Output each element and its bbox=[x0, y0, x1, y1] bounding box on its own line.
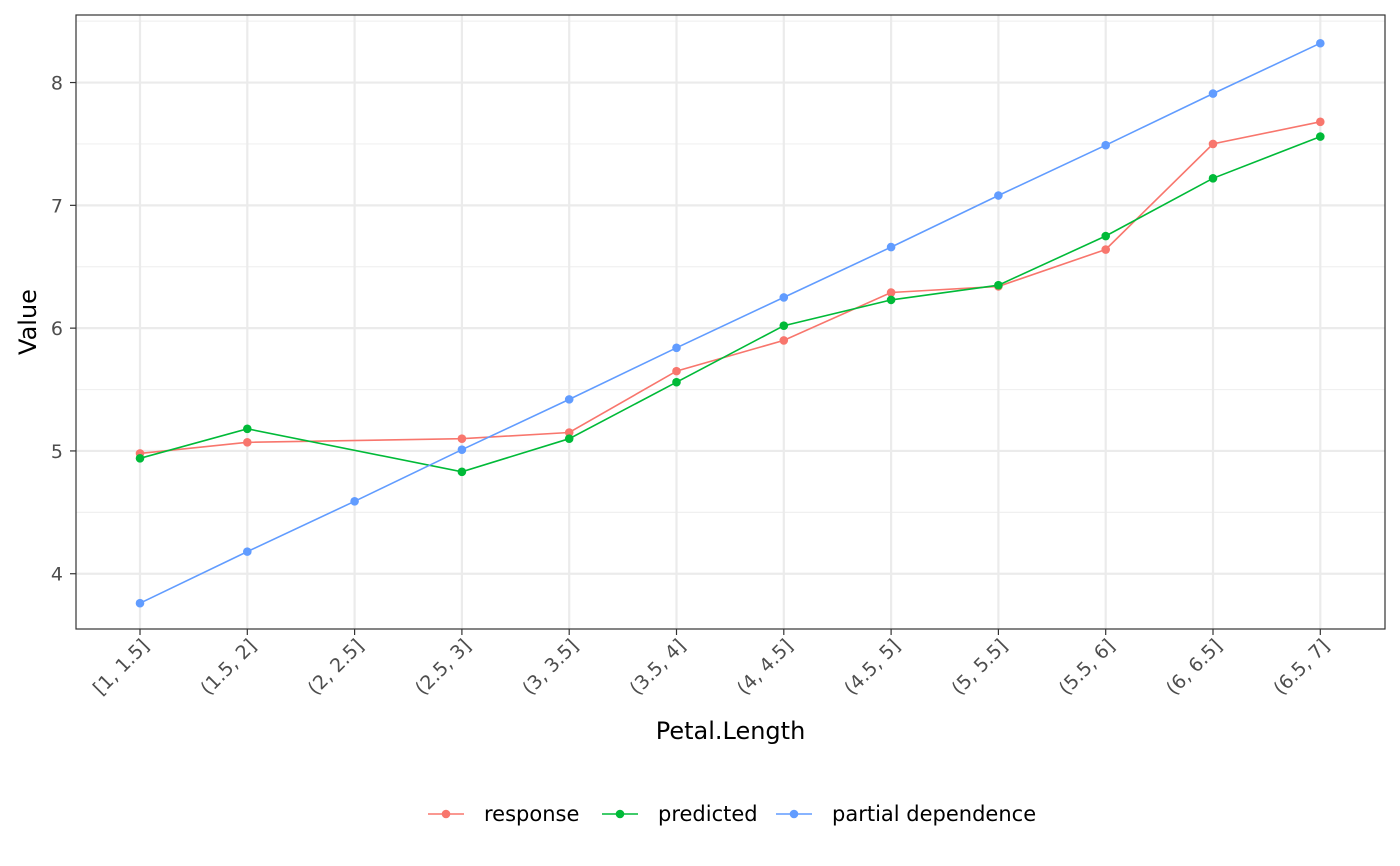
legend-key bbox=[602, 809, 638, 819]
data-point bbox=[1101, 245, 1110, 254]
axis-ticks bbox=[70, 81, 1321, 635]
y-tick-label: 5 bbox=[51, 441, 63, 463]
data-point bbox=[243, 424, 252, 434]
legend-label: partial dependence bbox=[832, 802, 1036, 826]
data-point bbox=[994, 280, 1003, 290]
data-point bbox=[779, 336, 789, 345]
data-point bbox=[564, 428, 574, 437]
data-point bbox=[1316, 132, 1325, 141]
data-point bbox=[1316, 38, 1325, 48]
y-tick-label: 8 bbox=[51, 73, 63, 95]
data-point bbox=[886, 295, 896, 305]
plot-panel-border bbox=[75, 14, 1386, 630]
data-point bbox=[457, 467, 467, 477]
y-axis-tick-labels: 4 5 6 7 8 bbox=[51, 73, 63, 586]
data-point bbox=[1101, 140, 1110, 150]
legend-key-point bbox=[441, 809, 451, 819]
data-point bbox=[350, 496, 359, 506]
y-tick-label: 4 bbox=[51, 564, 63, 586]
y-axis-title: Value bbox=[14, 289, 42, 355]
data-point bbox=[135, 598, 145, 608]
legend-label: response bbox=[484, 802, 579, 826]
legend-key-point bbox=[615, 809, 625, 819]
y-tick-label: 7 bbox=[51, 195, 63, 217]
data-point bbox=[886, 288, 896, 297]
data-point bbox=[779, 293, 789, 302]
data-point bbox=[672, 377, 681, 387]
data-point bbox=[1208, 174, 1218, 183]
data-point bbox=[886, 242, 896, 252]
data-point bbox=[243, 438, 252, 447]
data-point bbox=[457, 445, 467, 455]
legend-label: predicted bbox=[658, 802, 758, 826]
data-point bbox=[1316, 117, 1325, 127]
data-point bbox=[564, 395, 574, 404]
y-tick-label: 6 bbox=[51, 318, 63, 340]
data-point bbox=[564, 434, 574, 443]
data-point bbox=[1101, 231, 1110, 241]
data-point bbox=[779, 321, 789, 330]
data-point bbox=[243, 547, 252, 556]
major-gridlines bbox=[76, 15, 1385, 629]
data-point bbox=[1208, 89, 1218, 98]
legend-key-point bbox=[789, 809, 799, 819]
series-line bbox=[139, 42, 1321, 604]
legend-key bbox=[428, 809, 464, 819]
data-point bbox=[457, 434, 467, 443]
data-point bbox=[1208, 139, 1218, 149]
x-axis-title: Petal.Length bbox=[656, 717, 806, 745]
data-point bbox=[994, 191, 1003, 200]
minor-gridlines bbox=[76, 20, 1385, 513]
data-point bbox=[672, 343, 681, 353]
series-layer bbox=[135, 38, 1325, 608]
legend-key bbox=[776, 809, 812, 819]
legend: response predicted partial dependence bbox=[428, 802, 1036, 826]
data-point bbox=[672, 366, 681, 376]
data-point bbox=[135, 454, 145, 463]
